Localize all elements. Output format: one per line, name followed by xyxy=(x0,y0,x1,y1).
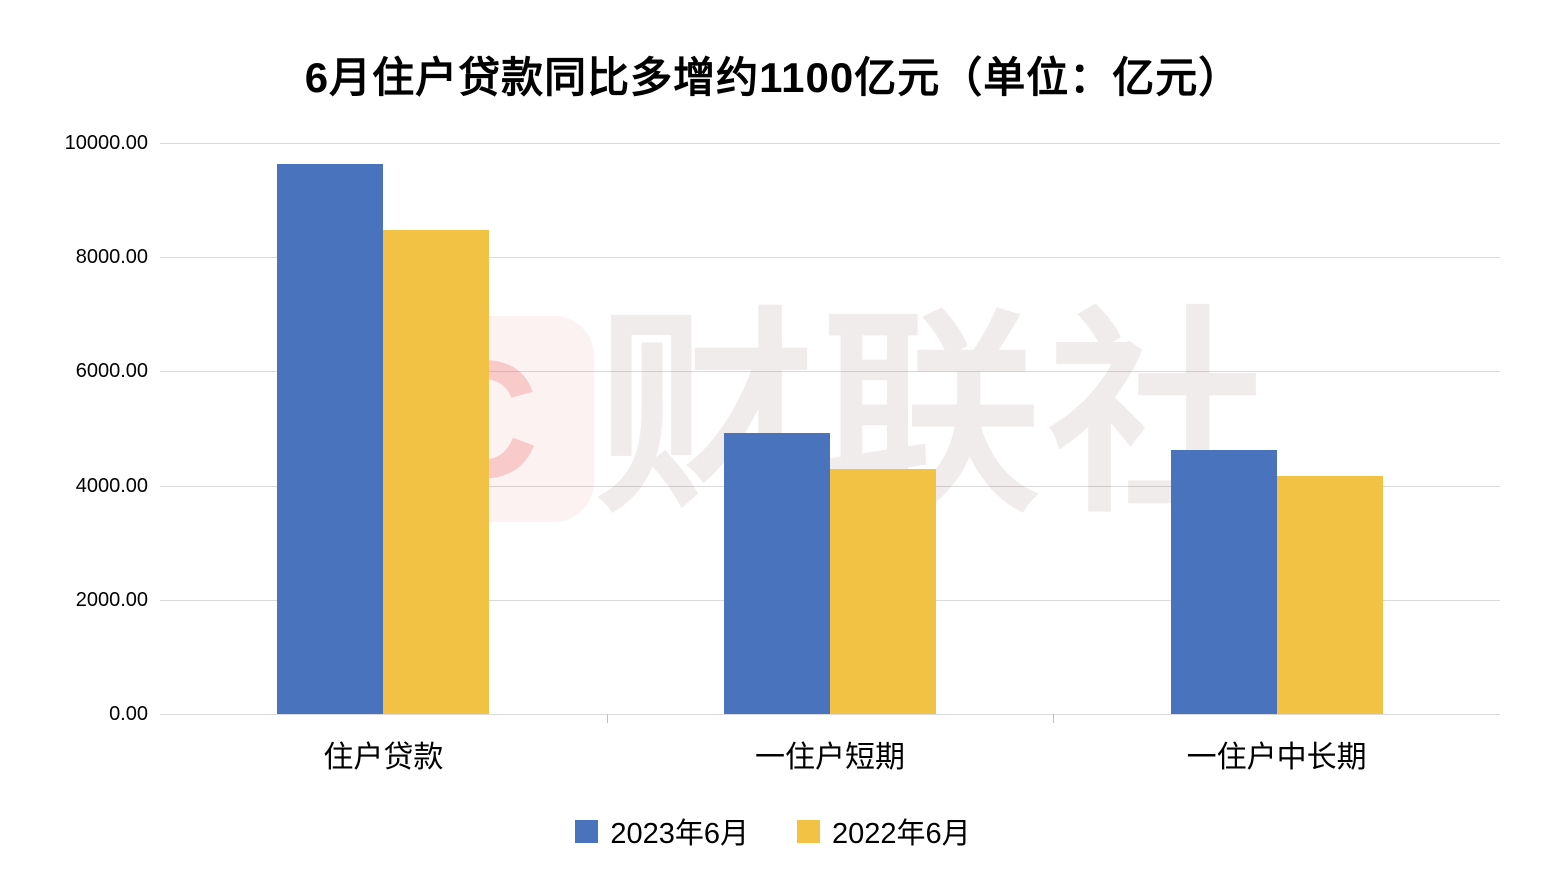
legend-swatch xyxy=(797,819,820,843)
chart-title: 6月住户贷款同比多增约1100亿元（单位：亿元） xyxy=(304,54,1242,101)
x-axis-category-label: 一住户中长期 xyxy=(1186,741,1367,774)
bar xyxy=(383,230,490,714)
y-axis-tick-label: 4000.00 xyxy=(75,474,148,497)
bar xyxy=(277,164,384,714)
legend-swatch xyxy=(575,819,599,843)
bar xyxy=(1170,450,1277,714)
gridline xyxy=(160,714,1500,715)
x-axis-tick xyxy=(1053,714,1055,723)
y-axis-tick-label: 0.00 xyxy=(109,703,148,725)
legend-label: 2022年6月 xyxy=(832,818,971,850)
bar xyxy=(830,469,936,714)
bar xyxy=(1276,476,1383,714)
bar xyxy=(724,433,830,714)
gridline xyxy=(160,257,1500,259)
gridline xyxy=(160,143,1500,144)
y-axis-tick-label: 10000.00 xyxy=(64,132,148,154)
y-axis-tick-label: 6000.00 xyxy=(75,360,148,383)
x-axis-category-label: 一住户短期 xyxy=(755,741,905,774)
x-axis-category-label: 住户贷款 xyxy=(323,741,444,774)
legend-label: 2023年6月 xyxy=(610,818,749,850)
gridline xyxy=(160,371,1500,373)
legend-item: 2023年6月 xyxy=(575,810,749,852)
legend-item: 2022年6月 xyxy=(797,810,971,852)
legend: 2023年6月 2022年6月 xyxy=(0,810,1546,852)
x-axis-tick xyxy=(606,714,608,723)
y-axis-tick-label: 8000.00 xyxy=(75,246,148,269)
y-axis-tick-label: 2000.00 xyxy=(75,588,148,611)
